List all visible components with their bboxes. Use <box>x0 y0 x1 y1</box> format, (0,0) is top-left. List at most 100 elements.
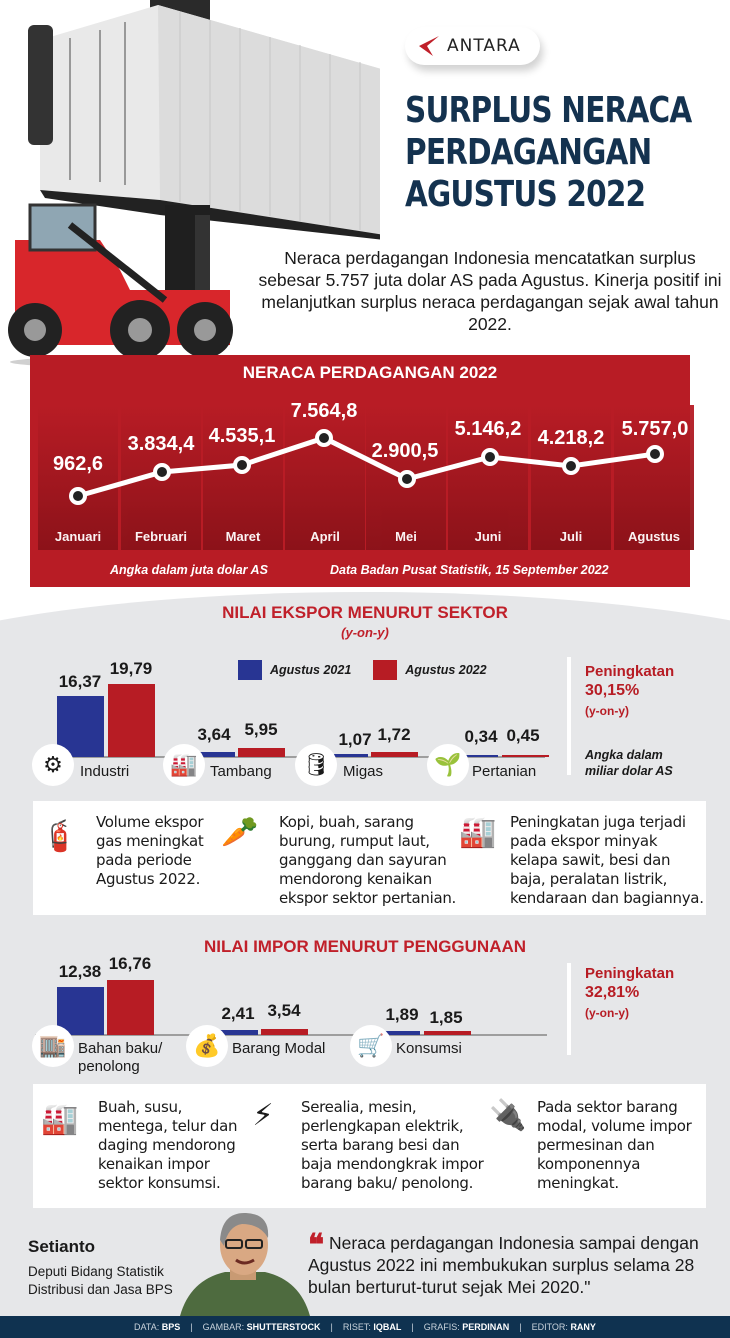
data-label: 4.218,2 <box>537 427 605 449</box>
credit-item: RISET: IQBAL <box>342 1322 402 1332</box>
intro-paragraph: Neraca perdagangan Indonesia mencatatkan… <box>258 248 722 334</box>
export-title: NILAI EKSPOR MENURUT SEKTOR <box>222 603 508 622</box>
bar-konsumsi-2021 <box>384 1031 420 1035</box>
category-label: Barang Modal <box>232 1040 326 1057</box>
chart-legend: Agustus 2021 Agustus 2022 <box>238 660 487 680</box>
bar-bahan-baku-2022 <box>107 980 154 1035</box>
bar-migas-2022 <box>371 752 418 757</box>
warehouse-goods-icon: 🏭 <box>41 1103 79 1136</box>
value-label: 1,89 <box>385 1005 419 1024</box>
quote-body: Neraca perdagangan Indonesia sampai deng… <box>308 1233 699 1297</box>
month-label: Februari <box>134 529 187 544</box>
speaker-name: Setianto <box>28 1237 96 1256</box>
import-note: Pada sektor barang modal, volume impor p… <box>537 1098 692 1192</box>
value-label: 1,85 <box>429 1008 463 1027</box>
credit-item: EDITOR: RANY <box>531 1322 596 1332</box>
unit-note: Angka dalam juta dolar AS <box>110 563 268 577</box>
value-label: 12,38 <box>58 962 102 981</box>
export-notes-card: 🧯 Volume ekspor gas meningkat pada perio… <box>33 801 706 915</box>
value-label: 5,95 <box>244 720 278 739</box>
credit-item: GRAFIS: PERDINAN <box>423 1322 510 1332</box>
bar-barang-modal-2022 <box>261 1029 308 1035</box>
credit-item: DATA: BPS <box>134 1322 181 1332</box>
value-label: 19,79 <box>109 659 153 678</box>
electric-house-icon: ⚡ <box>252 1099 274 1132</box>
unit-note: Angka dalam miliar dolar AS <box>585 747 673 779</box>
title-line-1: SURPLUS NERACA <box>405 90 692 131</box>
bar-barang-modal-2021 <box>218 1030 258 1035</box>
increase-label: Peningkatan <box>585 965 675 982</box>
speaker-role: Deputi Bidang Statistik Distribusi dan J… <box>28 1264 173 1297</box>
month-column: Juni <box>448 405 528 550</box>
divider <box>567 657 571 775</box>
divider <box>567 963 571 1055</box>
antara-logo: ANTARA <box>405 27 540 65</box>
title-line-2: PERDAGANGAN <box>405 132 652 173</box>
seedling-icon: 🌱 <box>427 744 469 786</box>
import-notes-card: 🏭 Buah, susu, mentega, telur dan daging … <box>33 1084 706 1208</box>
data-label: 2.900,5 <box>371 440 439 462</box>
legend-label-2021: Agustus 2021 <box>270 663 352 677</box>
container-reach-stacker-illustration <box>8 0 380 369</box>
sector-label: Pertanian <box>472 763 537 780</box>
increase-yoy: (y-on-y) <box>585 1006 629 1020</box>
value-label: 16,76 <box>108 954 152 973</box>
logo-text: ANTARA <box>447 36 521 56</box>
month-label: Juli <box>559 529 583 544</box>
bar-pertanian-2021 <box>462 755 498 757</box>
data-label: 5.757,0 <box>621 418 689 440</box>
storage-tank-icon: 🛢 <box>295 744 337 786</box>
trade-balance-chart: NERACA PERDAGANGAN 2022 Januari Februari… <box>30 355 694 587</box>
month-column: Agustus <box>614 405 694 550</box>
page-title: SURPLUS NERACA PERDAGANGAN AGUSTUS 2022 <box>405 90 692 216</box>
month-label: Mei <box>395 529 417 544</box>
shopping-cart-icon: 🛒 <box>350 1025 392 1067</box>
increase-value: 32,81% <box>585 984 640 1001</box>
vegetable-crate-icon: 🥕 <box>221 816 259 849</box>
data-label: 4.535,1 <box>208 425 276 447</box>
money-bag-icon: 💰 <box>186 1025 228 1067</box>
plug-coins-icon: 🔌 <box>489 1099 527 1132</box>
month-column: Januari <box>38 405 118 550</box>
quote-mark-icon: ❝ <box>308 1228 325 1263</box>
data-label: 3.834,4 <box>127 433 195 455</box>
import-note: Serealia, mesin, perlengkapan elektrik, … <box>301 1098 484 1192</box>
import-title: NILAI IMPOR MENURUT PENGGUNAAN <box>203 937 527 956</box>
import-axis <box>35 1034 547 1036</box>
export-yoy: (y-on-y) <box>341 625 389 640</box>
export-note: Peningkatan juga terjadi pada ekspor min… <box>510 813 704 907</box>
trend-line <box>69 429 664 505</box>
bar-migas-2021 <box>333 754 368 757</box>
value-label: 2,41 <box>221 1004 255 1023</box>
bar-bahan-baku-2021 <box>57 987 104 1035</box>
export-note: Kopi, buah, sarang burung, rumput laut, … <box>279 813 457 907</box>
data-label: 7.564,8 <box>290 400 358 422</box>
gears-icon: ⚙ <box>32 744 74 786</box>
export-note: Volume ekspor gas meningkat pada periode… <box>96 813 204 888</box>
data-label: 962,6 <box>52 453 104 475</box>
month-label: April <box>310 529 340 544</box>
unit-line-2: miliar dolar AS <box>585 764 673 778</box>
oil-rig-icon: 🏭 <box>163 744 205 786</box>
data-label: 5.146,2 <box>454 418 522 440</box>
increase-label: Peningkatan <box>585 663 675 680</box>
month-label: Maret <box>225 529 261 544</box>
bar-konsumsi-2022 <box>424 1031 471 1035</box>
bar-industri-2022 <box>108 684 155 757</box>
category-label: Konsumsi <box>396 1040 462 1057</box>
source-note: Data Badan Pusat Statistik, 15 September… <box>330 563 609 577</box>
antara-logo-icon <box>419 36 439 56</box>
bar-tambang-2021 <box>197 752 235 757</box>
speaker-portrait <box>180 1212 310 1316</box>
value-label: 0,45 <box>506 726 540 745</box>
month-label: Juni <box>474 529 502 544</box>
category-label: Bahan baku/ penolong <box>78 1040 162 1076</box>
category-label-line-2: penolong <box>78 1058 140 1075</box>
legend-label-2022: Agustus 2022 <box>405 663 487 677</box>
value-label: 3,54 <box>267 1001 301 1020</box>
import-increase: Peningkatan 32,81% (y-on-y) <box>585 964 674 1020</box>
export-increase: Peningkatan 30,15% (y-on-y) <box>585 662 674 718</box>
quote-text: ❝ Neraca perdagangan Indonesia sampai de… <box>308 1231 723 1298</box>
legend-swatch-2021 <box>238 660 262 680</box>
factory-icon: 🏭 <box>459 816 497 849</box>
